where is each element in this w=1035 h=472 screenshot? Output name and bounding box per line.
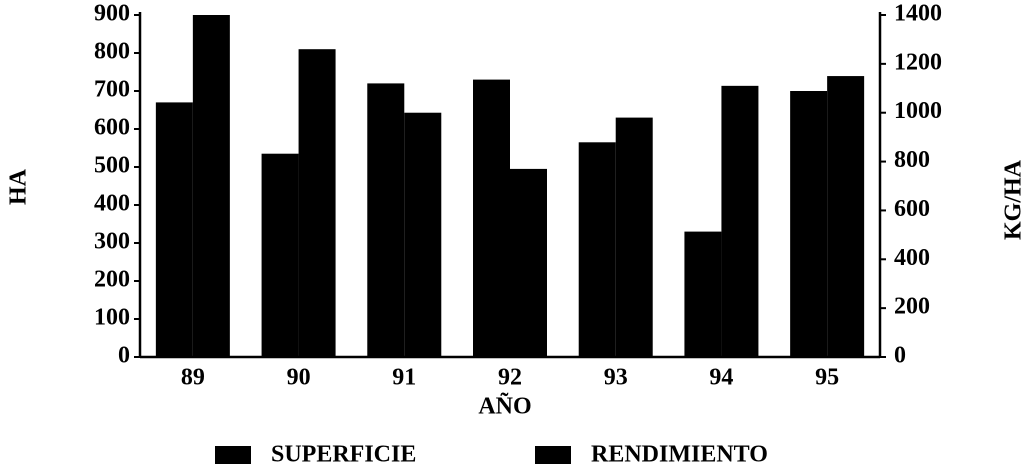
bar [473,79,510,357]
y-tick-label: 100 [94,305,130,331]
legend-swatch [215,446,251,464]
bar [367,83,405,358]
y2-tick-label: 1200 [894,49,942,75]
x-axis-label: AÑO [478,394,531,420]
y2-tick-label: 800 [894,147,930,173]
legend-swatch [535,446,571,464]
x-tick-label: 94 [709,365,733,391]
bar [298,49,336,357]
bar [790,91,828,357]
bar [155,102,193,358]
bar [684,231,722,357]
legend-label: RENDIMIENTO [591,442,768,468]
x-tick-label: 92 [498,365,522,391]
y-tick-label: 200 [94,267,130,293]
y2-tick-label: 400 [894,245,930,271]
y2-tick-label: 1400 [894,1,942,27]
y2-tick-label: 600 [894,196,930,222]
y-tick-label: 900 [94,1,130,27]
bar [510,168,547,357]
x-tick-label: 90 [287,365,311,391]
y-tick-label: 500 [94,153,130,179]
y-axis-label: HA [6,168,32,205]
y-tick-label: 700 [94,77,130,103]
bar [578,142,616,357]
y-tick-label: 800 [94,39,130,65]
x-tick-label: 95 [815,365,839,391]
legend-label: SUPERFICIE [271,442,416,468]
y-tick-label: 400 [94,191,130,217]
y-tick-label: 600 [94,115,130,141]
y2-tick-label: 200 [894,294,930,320]
y-tick-label: 300 [94,229,130,255]
bar [827,76,865,358]
bar [615,117,653,357]
y2-tick-label: 1000 [894,98,942,124]
bar [261,153,299,357]
y2-axis-label: KG/HA [1001,159,1027,240]
x-tick-label: 91 [392,365,416,391]
y-tick-label: 0 [118,343,130,369]
bar [404,112,442,357]
bar [192,15,230,357]
bar [721,85,759,357]
y2-tick-label: 0 [894,343,906,369]
x-tick-label: 89 [181,365,205,391]
x-tick-label: 93 [604,365,628,391]
